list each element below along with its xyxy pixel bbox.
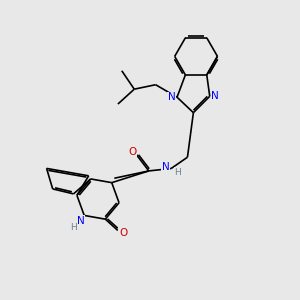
Text: O: O	[129, 147, 137, 157]
Text: O: O	[119, 228, 127, 238]
Text: N: N	[211, 91, 219, 101]
Text: H: H	[174, 168, 181, 177]
Text: H: H	[70, 223, 77, 232]
Text: N: N	[162, 162, 169, 172]
Text: N: N	[77, 216, 85, 226]
Text: N: N	[168, 92, 176, 102]
